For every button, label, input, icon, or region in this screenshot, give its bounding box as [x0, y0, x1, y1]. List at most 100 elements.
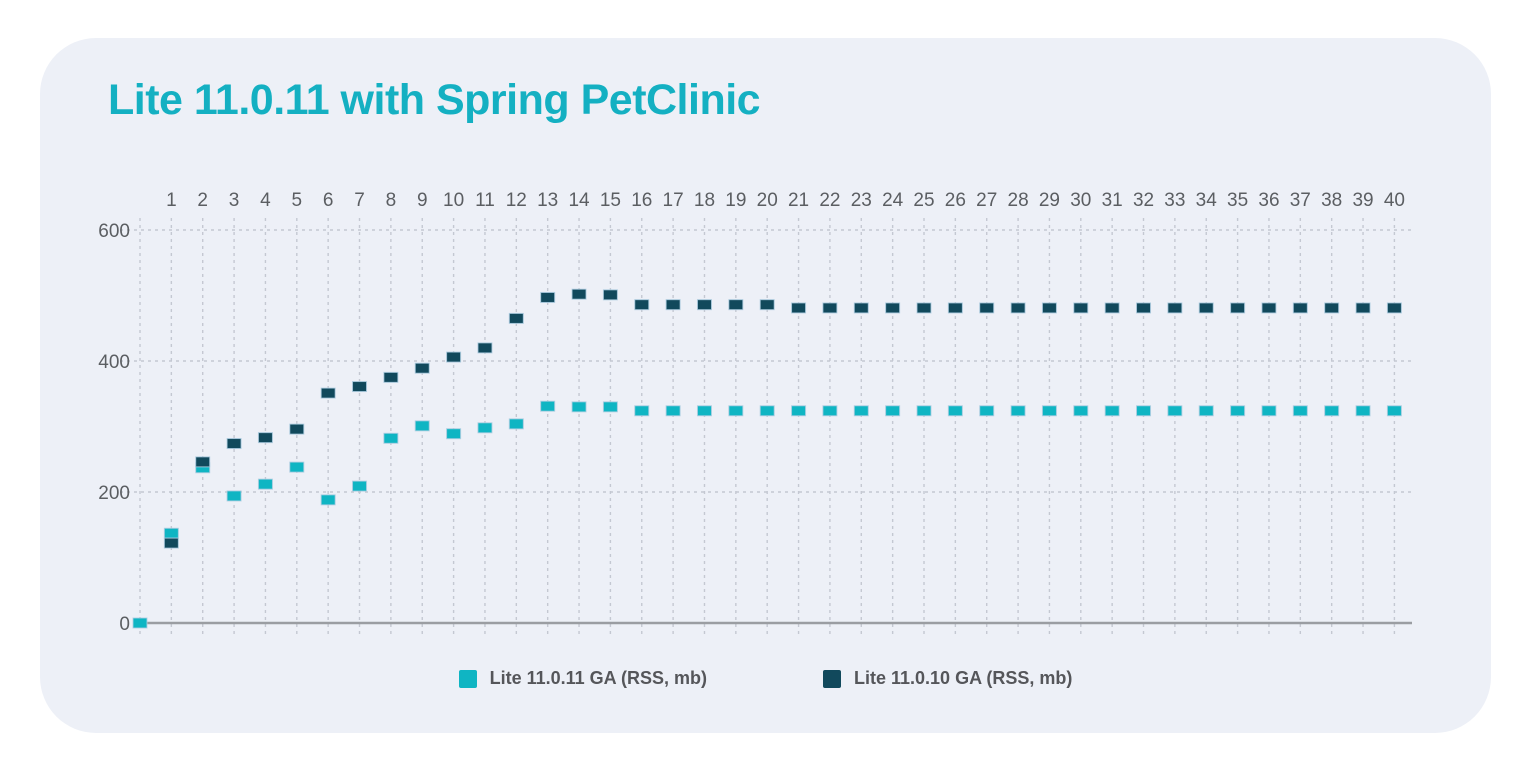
data-point-series-1[interactable]	[257, 478, 273, 490]
x-tick-label: 32	[1133, 190, 1154, 211]
data-point-series-1[interactable]	[947, 405, 963, 417]
data-point-series-2[interactable]	[320, 387, 336, 399]
data-point-series-1[interactable]	[352, 480, 368, 492]
data-point-series-2[interactable]	[383, 371, 399, 383]
data-point-series-1[interactable]	[1386, 405, 1402, 417]
data-point-series-1[interactable]	[1104, 405, 1120, 417]
data-point-series-1[interactable]	[571, 401, 587, 413]
data-point-series-1[interactable]	[1041, 405, 1057, 417]
legend-item-lite-11-0-11: Lite 11.0.11 GA (RSS, mb)	[458, 668, 707, 689]
data-point-series-1[interactable]	[446, 428, 462, 440]
data-point-series-1[interactable]	[477, 422, 493, 434]
data-point-series-2[interactable]	[885, 302, 901, 314]
data-point-series-2[interactable]	[1136, 302, 1152, 314]
data-point-series-1[interactable]	[1073, 405, 1089, 417]
data-point-series-2[interactable]	[1010, 302, 1026, 314]
data-point-series-2[interactable]	[759, 299, 775, 311]
data-point-series-2[interactable]	[540, 291, 556, 303]
x-tick-label: 25	[913, 190, 934, 211]
data-point-series-2[interactable]	[853, 302, 869, 314]
data-point-series-2[interactable]	[602, 289, 618, 301]
data-point-series-1[interactable]	[320, 494, 336, 506]
data-point-series-1[interactable]	[728, 405, 744, 417]
data-point-series-1[interactable]	[163, 527, 179, 539]
data-point-series-1[interactable]	[822, 405, 838, 417]
data-point-series-1[interactable]	[383, 432, 399, 444]
data-point-series-2[interactable]	[791, 302, 807, 314]
data-point-series-2[interactable]	[1292, 302, 1308, 314]
x-tick-label: 29	[1039, 190, 1060, 211]
data-point-series-2[interactable]	[571, 288, 587, 300]
data-point-series-1[interactable]	[1261, 405, 1277, 417]
data-point-series-2[interactable]	[257, 432, 273, 444]
data-point-series-2[interactable]	[696, 299, 712, 311]
data-point-series-1[interactable]	[1324, 405, 1340, 417]
data-point-series-2[interactable]	[414, 362, 430, 374]
data-point-series-2[interactable]	[163, 537, 179, 549]
data-point-series-1[interactable]	[665, 405, 681, 417]
x-tick-label: 34	[1196, 190, 1218, 211]
data-point-series-1[interactable]	[132, 617, 148, 629]
data-point-series-2[interactable]	[1261, 302, 1277, 314]
data-point-series-2[interactable]	[1230, 302, 1246, 314]
data-point-series-2[interactable]	[289, 423, 305, 435]
x-tick-label: 4	[260, 190, 271, 211]
data-point-series-1[interactable]	[853, 405, 869, 417]
x-tick-label: 38	[1321, 190, 1342, 211]
x-tick-label: 30	[1070, 190, 1091, 211]
data-point-series-2[interactable]	[1355, 302, 1371, 314]
data-point-series-2[interactable]	[1324, 302, 1340, 314]
data-point-series-1[interactable]	[634, 405, 650, 417]
x-tick-label: 24	[882, 190, 904, 211]
data-point-series-1[interactable]	[1136, 405, 1152, 417]
data-point-series-2[interactable]	[1386, 302, 1402, 314]
data-point-series-1[interactable]	[979, 405, 995, 417]
data-point-series-1[interactable]	[1198, 405, 1214, 417]
data-point-series-2[interactable]	[226, 438, 242, 450]
data-point-series-2[interactable]	[634, 299, 650, 311]
x-tick-label: 40	[1384, 190, 1405, 211]
x-tick-label: 13	[537, 190, 558, 211]
data-point-series-1[interactable]	[289, 461, 305, 473]
data-point-series-2[interactable]	[665, 299, 681, 311]
data-point-series-2[interactable]	[728, 299, 744, 311]
legend-swatch-icon	[458, 669, 477, 688]
x-tick-label: 3	[229, 190, 240, 211]
data-point-series-1[interactable]	[414, 420, 430, 432]
data-point-series-2[interactable]	[352, 381, 368, 393]
data-point-series-1[interactable]	[1230, 405, 1246, 417]
data-point-series-2[interactable]	[1167, 302, 1183, 314]
data-point-series-1[interactable]	[885, 405, 901, 417]
data-point-series-1[interactable]	[791, 405, 807, 417]
x-tick-label: 9	[417, 190, 428, 211]
data-point-series-1[interactable]	[540, 400, 556, 412]
data-point-series-2[interactable]	[195, 456, 211, 468]
data-point-series-1[interactable]	[759, 405, 775, 417]
data-point-series-1[interactable]	[1010, 405, 1026, 417]
data-point-series-2[interactable]	[1073, 302, 1089, 314]
y-tick-label: 400	[98, 352, 130, 373]
data-point-series-1[interactable]	[226, 490, 242, 502]
data-point-series-2[interactable]	[1198, 302, 1214, 314]
data-point-series-1[interactable]	[1292, 405, 1308, 417]
data-point-series-2[interactable]	[916, 302, 932, 314]
data-point-series-1[interactable]	[696, 405, 712, 417]
data-point-series-2[interactable]	[947, 302, 963, 314]
data-point-series-2[interactable]	[446, 351, 462, 363]
data-point-series-1[interactable]	[1167, 405, 1183, 417]
x-tick-label: 12	[506, 190, 527, 211]
data-point-series-2[interactable]	[979, 302, 995, 314]
data-point-series-1[interactable]	[602, 401, 618, 413]
data-point-series-2[interactable]	[477, 342, 493, 354]
data-point-series-1[interactable]	[1355, 405, 1371, 417]
data-point-series-2[interactable]	[1104, 302, 1120, 314]
data-point-series-1[interactable]	[508, 418, 524, 430]
data-point-series-2[interactable]	[508, 312, 524, 324]
data-point-series-1[interactable]	[916, 405, 932, 417]
data-point-series-2[interactable]	[1041, 302, 1057, 314]
x-tick-label: 22	[819, 190, 840, 211]
x-tick-label: 36	[1258, 190, 1279, 211]
data-point-series-2[interactable]	[822, 302, 838, 314]
